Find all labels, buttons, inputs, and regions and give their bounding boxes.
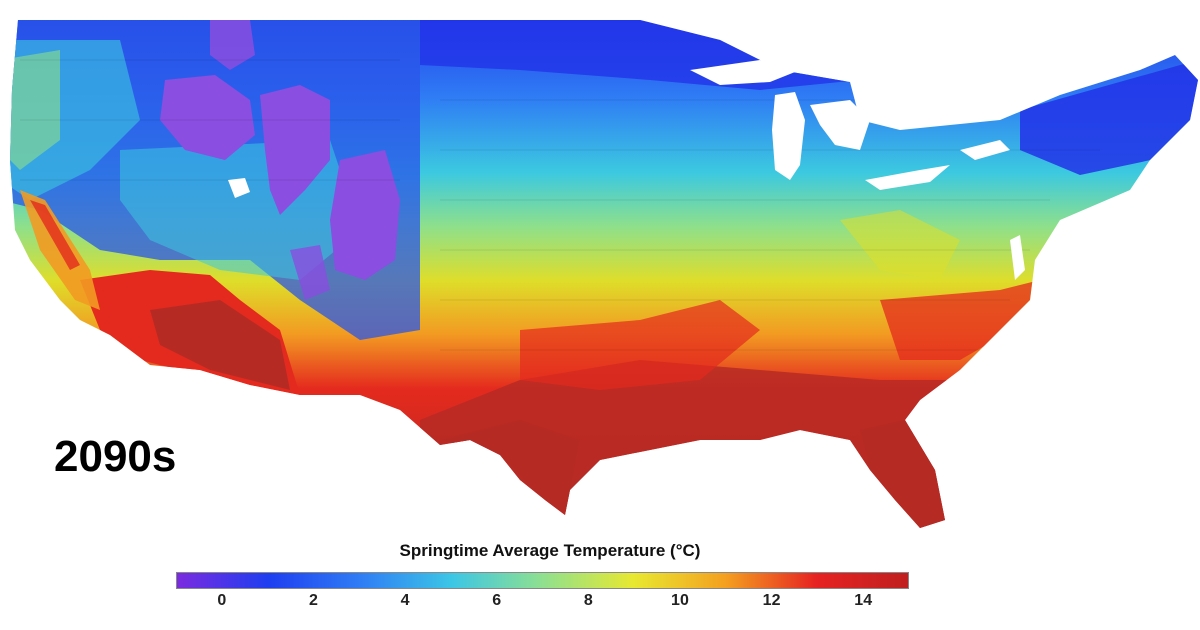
- legend-tick-label: 10: [671, 592, 689, 609]
- legend-tick-label: 14: [854, 592, 873, 609]
- legend-tick-label: 8: [583, 592, 593, 609]
- legend-colorbar: [176, 572, 909, 589]
- decade-label: 2090s: [54, 432, 177, 481]
- temperature-map: [10, 20, 1198, 528]
- chesapeake-bay: [1010, 235, 1025, 280]
- legend-ticks: 0 2 4 6 8 10 12 14: [0, 590, 1200, 620]
- legend-tick-label: 2: [308, 592, 318, 609]
- legend-tick-label: 12: [762, 592, 781, 609]
- great-lakes: [690, 60, 1010, 190]
- legend-tick-label: 0: [217, 592, 227, 609]
- salt-lake: [228, 178, 250, 198]
- legend-tick-label: 4: [400, 592, 410, 609]
- legend-tick-label: 6: [492, 592, 502, 609]
- legend-title: Springtime Average Temperature (°C): [399, 541, 701, 560]
